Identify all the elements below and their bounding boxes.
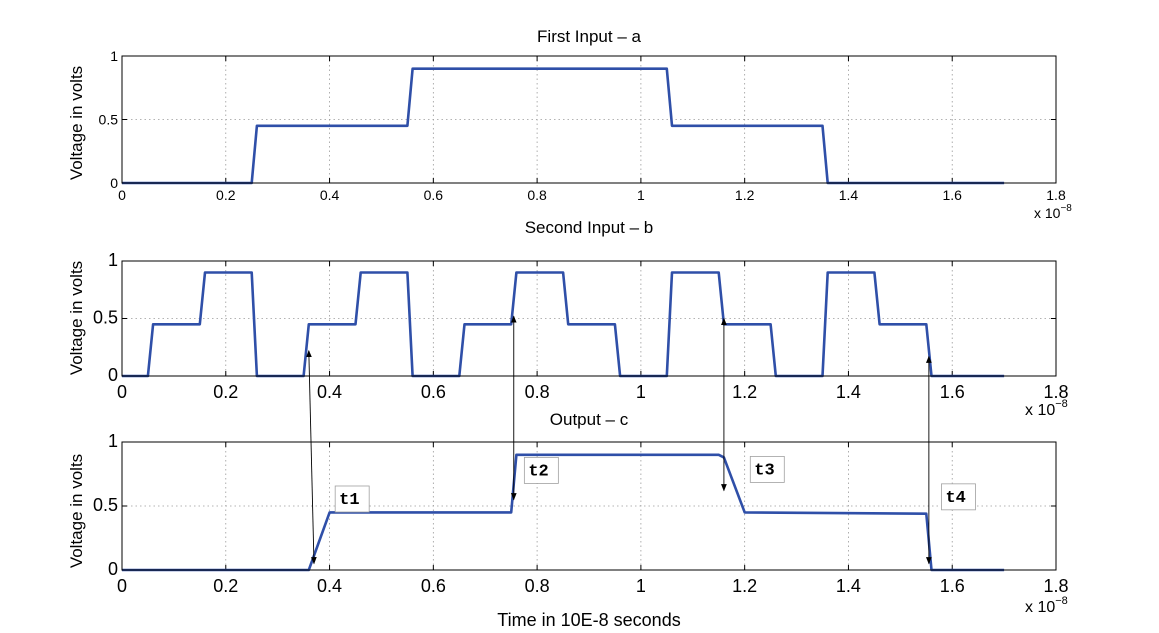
x-tick-label: 1.6 — [940, 576, 965, 596]
x-tick-label: 0.4 — [317, 576, 342, 596]
timing-arrow — [306, 349, 317, 565]
y-tick-label: 0.5 — [93, 495, 118, 515]
subplot-first-input-a: First Input – a Voltage in volts 0 0.2 0.4… — [67, 27, 1072, 221]
x-tick-label: 0.6 — [421, 382, 446, 402]
timing-label-box — [941, 483, 976, 511]
gridlines — [121, 441, 1057, 571]
axes-box — [121, 55, 1057, 184]
y-tick-label: 1 — [110, 48, 118, 64]
x-tick-label: 1.8 — [1043, 576, 1068, 596]
signal-line — [122, 453, 1005, 572]
x-exponent-label: x 10−8 — [1025, 595, 1068, 616]
timing-label: t3 — [754, 461, 774, 480]
x-tick-label: 0 — [117, 576, 127, 596]
x-tick-label: 0.6 — [421, 576, 446, 596]
x-exponent-label: x 10−8 — [1034, 203, 1072, 221]
signal-series — [122, 453, 1005, 572]
signal-series — [122, 271, 1005, 378]
x-tick-label: 0.8 — [525, 382, 550, 402]
x-tick-label: 0.4 — [320, 187, 340, 203]
y-tick-label: 1 — [108, 431, 118, 451]
tick-labels: 0 0.2 0.4 0.6 0.8 1 1.2 1.4 1.6 1.8 0 0.5 1 — [93, 431, 1069, 596]
subplot-title: Output – c — [550, 410, 629, 429]
x-tick-label: 1.6 — [940, 382, 965, 402]
timing-annotations: t1 t2 t3 t4 — [306, 315, 976, 565]
x-tick-label: 0 — [117, 382, 127, 402]
y-tick-label: 0 — [108, 559, 118, 579]
y-tick-label: 0.5 — [99, 112, 119, 128]
timing-label-box — [749, 455, 785, 483]
axes-box — [121, 260, 1057, 377]
y-axis-label: Voltage in volts — [67, 261, 86, 375]
x-tick-label: 1 — [637, 187, 645, 203]
x-tick-label: 0 — [118, 187, 126, 203]
signal-line — [122, 271, 1005, 378]
tick-labels: 0 0.2 0.4 0.6 0.8 1 1.2 1.4 1.6 1.8 0 0.5 1 — [99, 48, 1066, 203]
gridlines — [121, 260, 1057, 377]
subplot-title: Second Input – b — [525, 218, 654, 237]
x-tick-label: 1 — [636, 576, 646, 596]
x-tick-label: 0.4 — [317, 382, 342, 402]
x-tick-label: 1.2 — [735, 187, 755, 203]
x-tick-label: 0.6 — [424, 187, 444, 203]
x-tick-label: 1 — [636, 382, 646, 402]
signal-series — [122, 67, 1005, 185]
signal-line — [122, 67, 1005, 185]
timing-label-box — [523, 456, 559, 484]
x-tick-label: 1.8 — [1043, 382, 1068, 402]
x-tick-label: 1.4 — [839, 187, 859, 203]
x-tick-label: 0.2 — [216, 187, 236, 203]
axes-box — [121, 441, 1057, 571]
y-tick-label: 0 — [108, 365, 118, 385]
subplot-output-c: Output – c Voltage in volts 0 0.2 0.4 0.6 0.… — [67, 315, 1069, 616]
subplot-title: First Input – a — [537, 27, 641, 46]
timing-label-box — [334, 485, 370, 513]
timing-label: t4 — [945, 489, 965, 508]
x-exponent-label: x 10−8 — [1025, 398, 1068, 419]
y-tick-label: 0.5 — [93, 308, 118, 328]
x-tick-label: 1.2 — [732, 576, 757, 596]
timing-label: t2 — [528, 462, 548, 481]
x-tick-label: 0.2 — [213, 576, 238, 596]
y-tick-label: 0 — [110, 175, 118, 191]
tick-labels: 0 0.2 0.4 0.6 0.8 1 1.2 1.4 1.6 1.8 0 0.5 1 — [93, 250, 1069, 402]
x-tick-label: 1.4 — [836, 576, 861, 596]
x-tick-label: 1.8 — [1046, 187, 1066, 203]
x-tick-label: 0.2 — [213, 382, 238, 402]
y-axis-label: Voltage in volts — [67, 66, 86, 180]
x-tick-label: 1.4 — [836, 382, 861, 402]
y-axis-label: Voltage in volts — [67, 454, 86, 568]
timing-label: t1 — [339, 491, 359, 510]
subplot-second-input-b: Second Input – b Voltage in volts 0 0.2 0.… — [67, 218, 1069, 419]
x-tick-label: 0.8 — [527, 187, 547, 203]
x-axis-label: Time in 10E-8 seconds — [497, 610, 680, 630]
y-tick-label: 1 — [108, 250, 118, 270]
x-tick-label: 1.2 — [732, 382, 757, 402]
x-tick-label: 0.8 — [525, 576, 550, 596]
gridlines — [121, 55, 1057, 184]
x-tick-label: 1.6 — [942, 187, 962, 203]
